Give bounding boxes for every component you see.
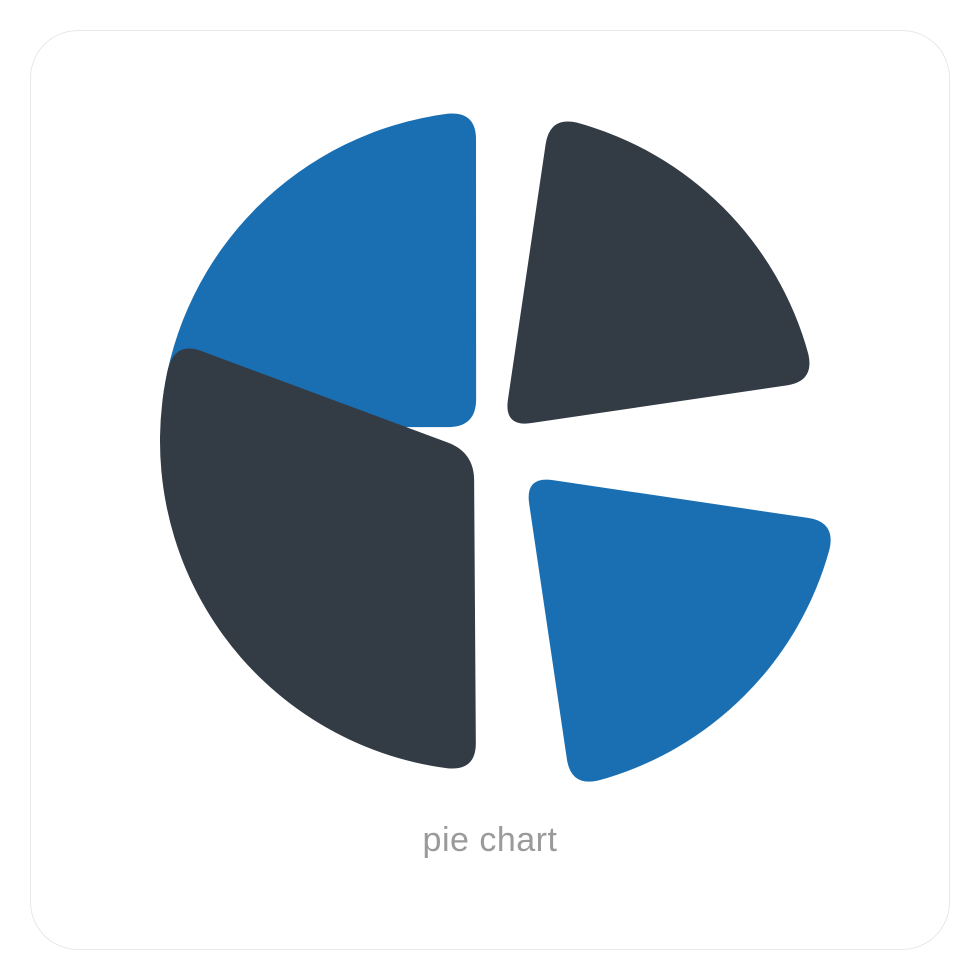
caption-label: pie chart	[423, 821, 558, 860]
pie-chart-icon	[130, 81, 850, 801]
slice-top-right	[507, 122, 809, 424]
icon-card: pie chart	[30, 30, 950, 950]
slice-right	[529, 480, 831, 782]
pie-svg	[130, 81, 850, 801]
